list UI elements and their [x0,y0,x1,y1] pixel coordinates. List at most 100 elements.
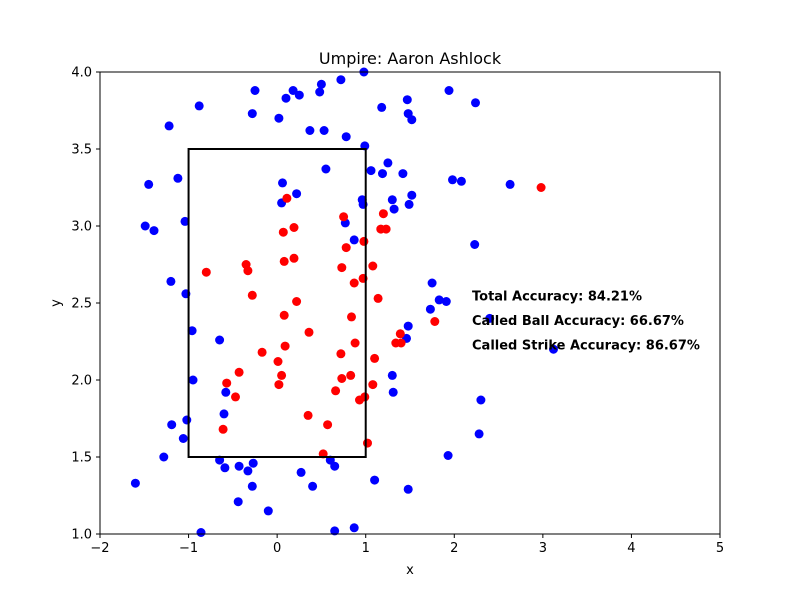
pitch-point-blue-24 [378,169,387,179]
pitch-point-red-24 [304,327,314,337]
pitch-point-blue-15 [377,102,387,112]
x-tick-label: 4 [627,541,635,556]
pitch-point-red-34 [234,367,244,377]
pitch-point-blue-37 [407,190,417,200]
y-tick-label: 4.0 [71,66,92,81]
pitch-point-blue-16 [402,95,412,105]
pitch-point-blue-14 [341,132,351,142]
pitch-point-blue-42 [149,226,159,236]
pitch-point-red-0 [536,183,546,192]
y-tick-label: 3.0 [71,220,92,235]
pitch-point-red-12 [243,266,253,276]
pitch-point-blue-51 [441,297,451,306]
pitch-point-blue-26 [321,164,331,174]
pitch-point-red-10 [201,267,211,277]
pitch-point-blue-58 [188,375,198,385]
x-tick-label: 2 [450,541,458,556]
pitch-point-blue-25 [398,169,408,179]
pitch-point-red-3 [378,209,388,219]
pitch-point-red-41 [231,392,240,402]
chart-title: Umpire: Aaron Ashlock [319,49,502,68]
pitch-point-red-19 [247,290,257,300]
pitch-point-blue-61 [388,387,398,397]
axis-ticks-layer: −2 −1 0 1 2 3 4 5 1.0 1.5 2.0 2.5 3.0 3.5 4.0 [71,66,724,557]
pitch-point-red-9 [341,243,351,253]
pitch-point-blue-63 [219,409,229,419]
pitch-point-blue-53 [403,321,413,331]
pitch-point-blue-66 [167,420,177,430]
pitch-point-blue-76 [330,461,340,471]
pitch-point-blue-11 [164,121,174,131]
pitch-point-blue-81 [370,475,380,485]
x-tick-label: 5 [716,541,724,556]
pitch-point-blue-46 [470,240,480,249]
pitch-point-red-33 [273,357,283,366]
x-tick-label: 1 [362,541,370,556]
pitch-point-blue-20 [471,98,480,108]
pitch-point-red-15 [337,263,347,273]
pitch-point-blue-65 [182,415,192,425]
y-tick-label: 1.5 [71,451,92,466]
pitch-point-blue-88 [349,523,359,533]
pitch-point-red-31 [336,349,346,359]
pitch-point-blue-36 [404,199,414,209]
pitch-point-blue-34 [387,195,397,205]
pitch-point-red-21 [373,293,383,303]
total-accuracy-text: Total Accuracy: 84.21% [472,289,642,304]
pitch-point-blue-77 [296,467,306,477]
pitch-point-blue-5 [336,75,346,85]
pitch-point-red-13 [279,256,289,266]
points-layer [130,67,558,537]
pitch-point-red-37 [346,370,356,380]
pitch-point-blue-60 [387,370,397,380]
x-tick-label: 0 [273,541,281,556]
pitch-point-blue-82 [403,484,413,494]
pitch-point-red-29 [396,338,406,348]
pitch-point-blue-62 [221,387,231,397]
pitch-point-blue-2 [288,86,298,95]
y-tick-label: 2.5 [71,297,92,312]
pitch-point-red-4 [278,227,288,237]
x-tick-label: 3 [539,541,547,556]
y-tick-label: 3.5 [71,143,92,158]
pitch-point-blue-0 [194,101,204,111]
pitch-point-blue-29 [278,178,287,188]
called-ball-accuracy-text: Called Ball Accuracy: 66.67% [472,314,684,329]
pitch-point-red-30 [257,347,267,357]
pitch-point-blue-8 [315,87,325,97]
pitch-point-red-25 [395,329,405,339]
pitch-point-blue-18 [407,115,417,125]
pitch-point-blue-43 [180,216,190,226]
pitch-point-blue-56 [187,326,197,336]
pitch-point-red-50 [430,317,440,326]
pitch-point-blue-50 [434,295,444,305]
pitch-point-blue-67 [178,434,188,443]
pitch-point-red-2 [339,212,349,222]
pitch-point-blue-39 [456,176,466,186]
pitch-point-blue-27 [173,173,183,183]
annotations-layer: Total Accuracy: 84.21% Called Ball Accura… [472,289,700,353]
pitch-point-blue-78 [443,451,453,460]
pitch-point-red-8 [359,236,369,246]
pitch-point-blue-73 [243,466,253,476]
pitch-point-blue-30 [292,189,302,199]
pitch-point-red-16 [368,261,378,271]
pitch-point-blue-19 [444,86,454,95]
pitch-point-red-45 [218,424,228,434]
x-tick-label: −1 [179,541,198,556]
pitch-point-blue-55 [485,313,495,323]
pitch-point-red-38 [222,378,232,388]
pitch-point-blue-4 [316,79,326,89]
pitch-point-blue-40 [505,179,515,189]
pitch-point-blue-13 [319,126,329,135]
pitch-point-blue-72 [234,461,244,471]
pitch-point-blue-64 [476,395,486,405]
pitch-point-red-48 [363,438,372,448]
pitch-point-blue-1 [250,86,260,95]
pitch-point-red-1 [282,193,292,203]
pitch-point-red-39 [274,380,284,390]
pitch-point-blue-74 [248,458,258,468]
pitch-point-red-42 [331,386,341,396]
pitch-point-blue-85 [263,506,273,516]
pitch-point-red-5 [289,223,299,232]
